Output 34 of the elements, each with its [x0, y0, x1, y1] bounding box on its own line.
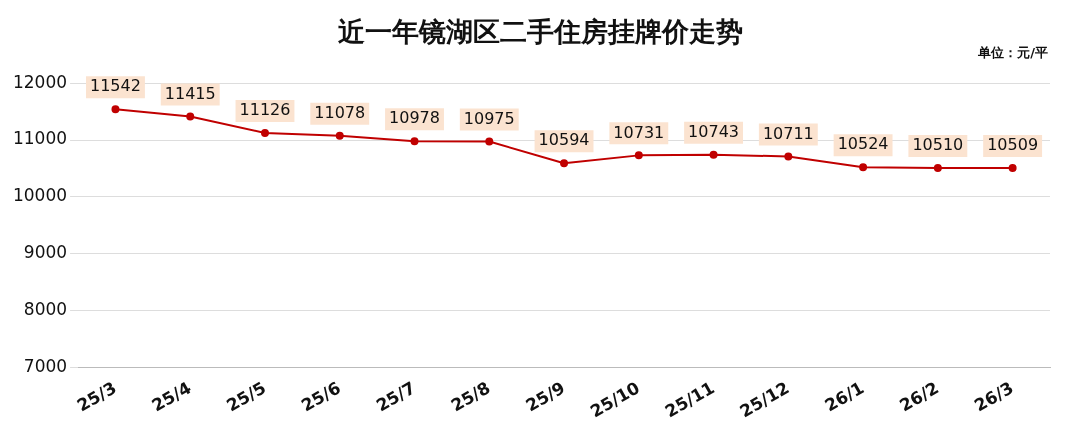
point	[784, 152, 793, 161]
point	[111, 105, 120, 114]
data-label: 10510	[912, 135, 964, 155]
point	[410, 137, 419, 146]
text: 单位：元/平	[978, 44, 1048, 62]
point	[186, 112, 195, 121]
y-tick-label: 12000	[12, 71, 68, 92]
data-label: 11542	[90, 76, 141, 96]
data-label: 10711	[762, 123, 814, 143]
data-label: 10594	[538, 130, 590, 150]
data-label: 10509	[987, 135, 1039, 155]
y-tick-label: 10000	[12, 185, 68, 206]
point	[709, 150, 718, 159]
chart-title: 近一年镜湖区二手住房挂牌价走势	[337, 16, 743, 47]
y-tick-label: 7000	[23, 355, 68, 376]
point	[933, 163, 942, 172]
data-label: 10731	[613, 122, 665, 142]
point	[485, 137, 494, 146]
data-label: 10524	[837, 134, 889, 154]
point	[335, 131, 344, 140]
data-label: 11415	[164, 83, 216, 103]
point	[1008, 164, 1017, 172]
data-label: 11078	[314, 102, 366, 122]
y-tick-label: 8000	[23, 299, 68, 320]
point	[260, 128, 269, 137]
point	[859, 163, 868, 172]
data-label: 11126	[239, 100, 291, 120]
y-tick-label: 11000	[12, 128, 68, 149]
y-tick-label: 9000	[23, 242, 68, 263]
point	[634, 151, 643, 160]
data-label: 10743	[688, 121, 740, 141]
point	[560, 159, 569, 168]
data-label: 10978	[389, 108, 440, 128]
data-label: 10975	[463, 108, 515, 128]
